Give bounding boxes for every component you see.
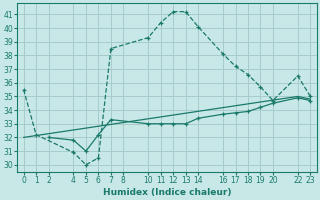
X-axis label: Humidex (Indice chaleur): Humidex (Indice chaleur) [103, 188, 231, 197]
